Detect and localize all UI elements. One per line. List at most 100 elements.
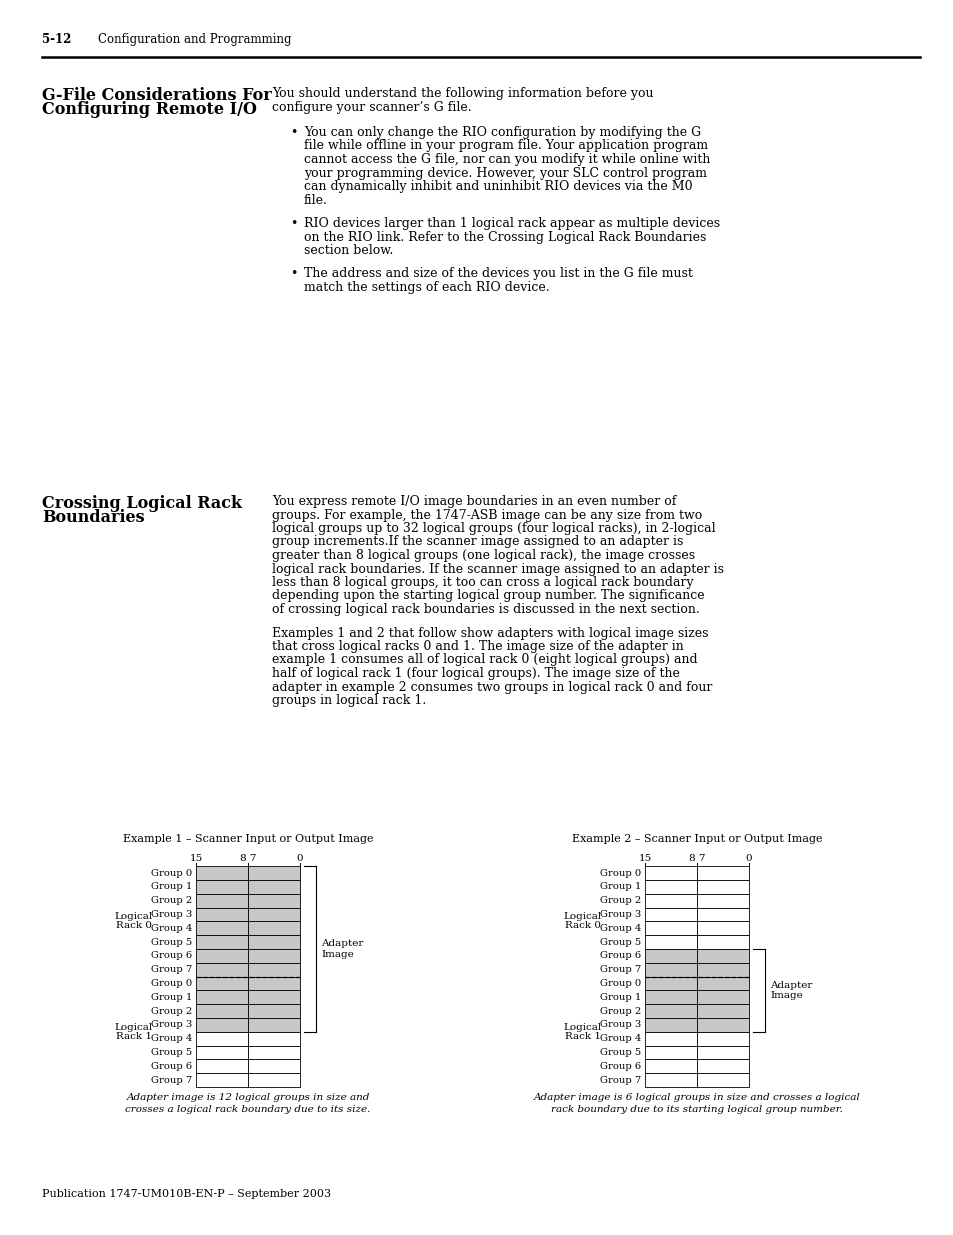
Bar [195,866,248,881]
Bar [644,1004,697,1018]
Text: group increments.If the scanner image assigned to an adapter is: group increments.If the scanner image as… [272,536,682,548]
Text: Group 5: Group 5 [599,937,640,946]
Text: logical groups up to 32 logical groups (four logical racks), in 2-logical: logical groups up to 32 logical groups (… [272,522,715,535]
Text: Group 4: Group 4 [599,1034,640,1044]
Bar [697,921,748,935]
Bar [248,1073,299,1087]
Text: Group 0: Group 0 [151,868,192,878]
Bar [697,908,748,921]
Bar [248,977,299,990]
Text: 15: 15 [638,855,651,863]
Bar [195,1031,248,1046]
Bar [697,977,748,990]
Text: Group 3: Group 3 [151,910,192,919]
Bar [644,894,697,908]
Bar [248,921,299,935]
Text: of crossing logical rack boundaries is discussed in the next section.: of crossing logical rack boundaries is d… [272,603,699,616]
Text: Logical: Logical [563,1023,601,1031]
Text: Group 1: Group 1 [599,882,640,892]
Text: Publication 1747-UM010B-EN-P – September 2003: Publication 1747-UM010B-EN-P – September… [42,1189,331,1199]
Text: Adapter image is 6 logical groups in size and crosses a logical: Adapter image is 6 logical groups in siz… [533,1093,860,1102]
Bar [248,1046,299,1060]
Text: cannot access the G file, nor can you modify it while online with: cannot access the G file, nor can you mo… [304,153,710,165]
Bar [248,908,299,921]
Bar [248,1060,299,1073]
Text: RIO devices larger than 1 logical rack appear as multiple devices: RIO devices larger than 1 logical rack a… [304,217,720,230]
Text: logical rack boundaries. If the scanner image assigned to an adapter is: logical rack boundaries. If the scanner … [272,562,723,576]
Text: 0: 0 [296,855,303,863]
Text: You should understand the following information before you: You should understand the following info… [272,86,653,100]
Text: Logical: Logical [563,913,601,921]
Bar [248,1031,299,1046]
Text: Adapter image is 12 logical groups in size and: Adapter image is 12 logical groups in si… [126,1093,370,1102]
Text: Group 2: Group 2 [599,1007,640,1015]
Text: example 1 consumes all of logical rack 0 (eight logical groups) and: example 1 consumes all of logical rack 0… [272,653,697,667]
Text: 5-12: 5-12 [42,33,71,46]
Bar [697,963,748,977]
Text: 8 7: 8 7 [688,855,704,863]
Text: G-File Considerations For: G-File Considerations For [42,86,272,104]
Text: Group 1: Group 1 [151,882,192,892]
Text: 8 7: 8 7 [239,855,256,863]
Bar [697,894,748,908]
Bar [697,1018,748,1031]
Text: Group 0: Group 0 [599,868,640,878]
Bar [644,948,697,963]
Text: Rack 1: Rack 1 [564,1031,600,1041]
Text: Crossing Logical Rack: Crossing Logical Rack [42,495,242,513]
Bar [644,990,697,1004]
Text: Group 6: Group 6 [599,1062,640,1071]
Bar [644,921,697,935]
Text: Group 7: Group 7 [599,1076,640,1084]
Text: depending upon the starting logical group number. The significance: depending upon the starting logical grou… [272,589,704,603]
Bar [248,1004,299,1018]
Text: •: • [290,268,297,280]
Bar [195,881,248,894]
Bar [195,990,248,1004]
Text: half of logical rack 1 (four logical groups). The image size of the: half of logical rack 1 (four logical gro… [272,667,679,680]
Bar [195,921,248,935]
Text: Rack 0: Rack 0 [564,921,600,930]
Text: your programming device. However, your SLC control program: your programming device. However, your S… [304,167,706,179]
Bar [195,894,248,908]
Text: 0: 0 [745,855,752,863]
Bar [195,948,248,963]
Text: Group 0: Group 0 [151,979,192,988]
Bar [644,1060,697,1073]
Text: Group 6: Group 6 [151,951,192,961]
Text: that cross logical racks 0 and 1. The image size of the adapter in: that cross logical racks 0 and 1. The im… [272,640,683,653]
Text: Group 7: Group 7 [151,966,192,974]
Bar [644,908,697,921]
Bar [644,1073,697,1087]
Bar [697,1073,748,1087]
Text: Group 6: Group 6 [599,951,640,961]
Bar [248,866,299,881]
Text: Adapter
Image: Adapter Image [769,981,812,1000]
Text: Group 3: Group 3 [151,1020,192,1030]
Bar [195,1073,248,1087]
Text: 15: 15 [190,855,202,863]
Bar [248,1018,299,1031]
Bar [248,881,299,894]
Text: section below.: section below. [304,245,393,257]
Text: Group 5: Group 5 [599,1049,640,1057]
Bar [248,963,299,977]
Text: groups. For example, the 1747-ASB image can be any size from two: groups. For example, the 1747-ASB image … [272,509,701,521]
Bar [195,1046,248,1060]
Text: Group 1: Group 1 [599,993,640,1002]
Bar [644,881,697,894]
Bar [248,894,299,908]
Text: Rack 1: Rack 1 [116,1031,152,1041]
Text: Group 0: Group 0 [599,979,640,988]
Text: Group 4: Group 4 [599,924,640,932]
Text: Logical: Logical [114,913,153,921]
Bar [195,908,248,921]
Bar [644,935,697,948]
Text: Boundaries: Boundaries [42,510,145,526]
Text: Group 7: Group 7 [151,1076,192,1084]
Bar [644,1046,697,1060]
Bar [195,1004,248,1018]
Bar [248,990,299,1004]
Text: Group 6: Group 6 [151,1062,192,1071]
Text: Examples 1 and 2 that follow show adapters with logical image sizes: Examples 1 and 2 that follow show adapte… [272,626,708,640]
